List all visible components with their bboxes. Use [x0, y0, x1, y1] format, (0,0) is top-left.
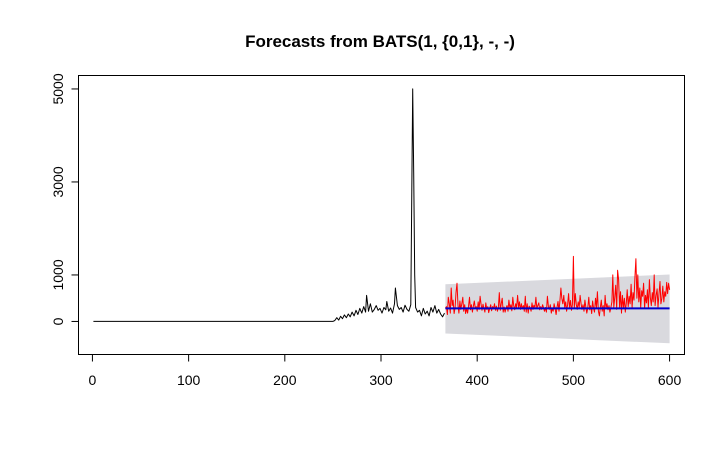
chart-title: Forecasts from BATS(1, {0,1}, -, -) [245, 32, 515, 51]
y-tick-label: 5000 [50, 73, 66, 104]
observed-series-line [444, 255, 671, 317]
y-tick-label: 1000 [50, 259, 66, 290]
y-axis: 0 1000 3000 5000 [50, 73, 79, 325]
x-tick-label: 100 [177, 372, 201, 388]
plot-area [93, 88, 671, 344]
x-tick-label: 500 [562, 372, 586, 388]
x-tick-label: 600 [658, 372, 682, 388]
history-series-line [93, 88, 445, 322]
x-tick-label: 0 [89, 372, 97, 388]
x-tick-label: 300 [369, 372, 393, 388]
x-tick-label: 400 [466, 372, 490, 388]
x-axis: 0 100 200 300 400 500 600 [89, 354, 682, 388]
y-tick-label: 3000 [50, 166, 66, 197]
y-tick-label: 0 [50, 317, 66, 325]
x-tick-label: 200 [273, 372, 297, 388]
